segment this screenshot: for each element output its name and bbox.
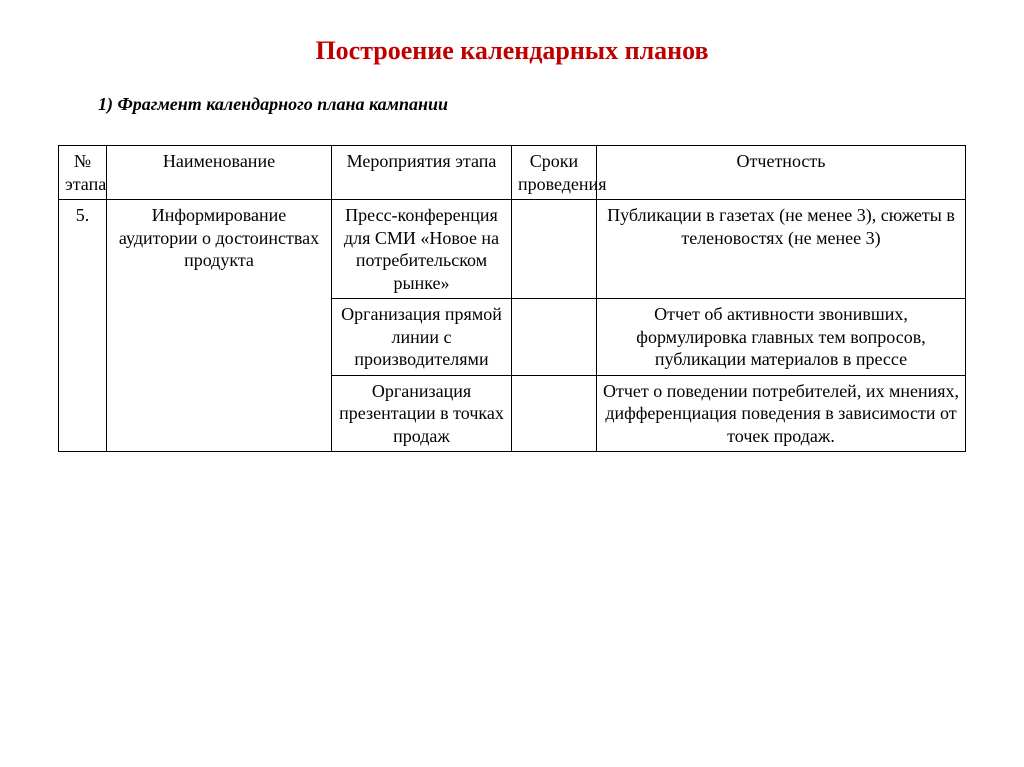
col-header-report: Отчетность (597, 146, 966, 200)
page-title: Построение календарных планов (0, 36, 1024, 66)
col-header-stage-number: № этапа (59, 146, 107, 200)
cell-report: Отчет об активности звонивших, формулиро… (597, 299, 966, 376)
cell-stage-name: Информирование аудитории о достоинствах … (107, 200, 332, 452)
col-header-dates: Сроки проведения (512, 146, 597, 200)
cell-event: Пресс-конференция для СМИ «Новое на потр… (332, 200, 512, 299)
cell-dates (512, 375, 597, 452)
cell-event: Организация презентации в точках продаж (332, 375, 512, 452)
cell-dates (512, 200, 597, 299)
table-row: 5. Информирование аудитории о достоинств… (59, 200, 966, 299)
cell-stage-number: 5. (59, 200, 107, 452)
col-header-events: Мероприятия этапа (332, 146, 512, 200)
cell-event: Организация прямой линии с производителя… (332, 299, 512, 376)
col-header-name: Наименование (107, 146, 332, 200)
table-header-row: № этапа Наименование Мероприятия этапа С… (59, 146, 966, 200)
cell-dates (512, 299, 597, 376)
calendar-plan-table: № этапа Наименование Мероприятия этапа С… (58, 145, 966, 452)
cell-report: Отчет о поведении потребителей, их мнени… (597, 375, 966, 452)
cell-report: Публикации в газетах (не менее 3), сюжет… (597, 200, 966, 299)
section-subtitle: 1) Фрагмент календарного плана кампании (98, 94, 1024, 115)
